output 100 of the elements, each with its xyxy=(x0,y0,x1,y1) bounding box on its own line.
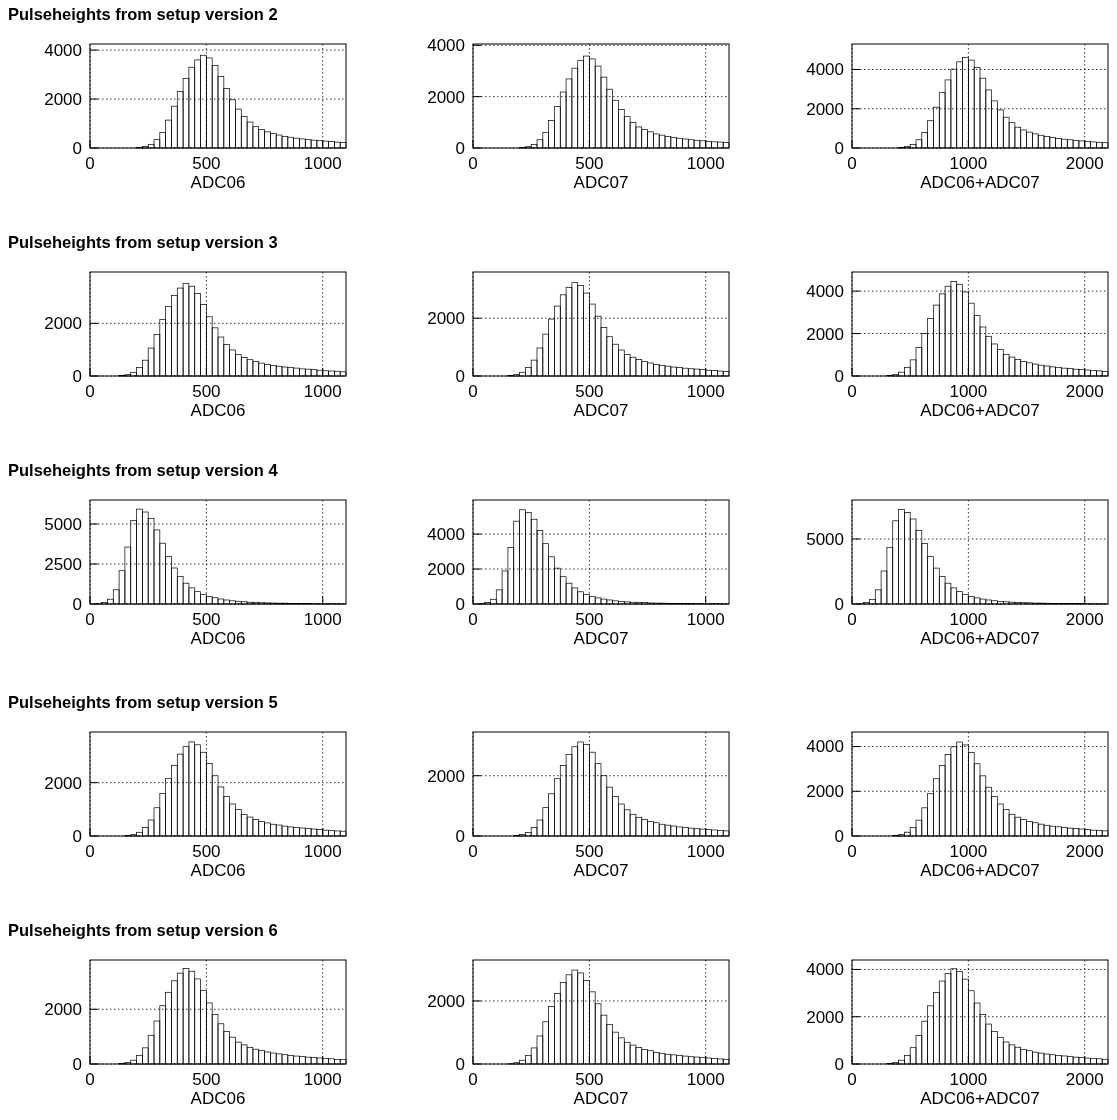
y-tick-label: 0 xyxy=(455,594,465,614)
y-tick-label: 4000 xyxy=(44,41,82,61)
x-tick-label: 1000 xyxy=(949,1070,988,1089)
y-tick-label: 5000 xyxy=(806,529,844,549)
y-tick-label: 2000 xyxy=(806,324,844,344)
y-tick-label: 2000 xyxy=(427,87,465,107)
y-tick-label: 2000 xyxy=(44,314,82,334)
x-tick-label: 1000 xyxy=(686,1070,725,1089)
y-tick-label: 0 xyxy=(455,366,465,386)
x-tick-label: 0 xyxy=(468,610,478,629)
x-axis-title: ADC06 xyxy=(190,861,246,880)
x-axis-title: ADC06+ADC07 xyxy=(920,1089,1040,1108)
y-tick-label: 0 xyxy=(72,826,82,846)
y-tick-label: 4000 xyxy=(427,525,465,545)
x-tick-label: 0 xyxy=(468,382,478,401)
x-tick-label: 500 xyxy=(192,842,221,861)
y-tick-label: 0 xyxy=(72,366,82,386)
x-tick-label: 2000 xyxy=(1065,610,1104,629)
y-tick-label: 0 xyxy=(455,1054,465,1074)
x-axis-title: ADC07 xyxy=(573,861,629,880)
x-tick-label: 1000 xyxy=(686,842,725,861)
x-tick-label: 2000 xyxy=(1065,842,1104,861)
x-tick-label: 500 xyxy=(192,1070,221,1089)
x-tick-label: 500 xyxy=(192,610,221,629)
y-tick-label: 0 xyxy=(834,1054,844,1074)
x-axis-title: ADC06+ADC07 xyxy=(920,861,1040,880)
x-tick-label: 0 xyxy=(847,382,857,401)
x-tick-label: 1000 xyxy=(303,154,342,173)
y-tick-label: 0 xyxy=(72,138,82,158)
x-tick-label: 0 xyxy=(847,1070,857,1089)
x-axis-title: ADC07 xyxy=(573,629,629,648)
x-tick-label: 1000 xyxy=(303,382,342,401)
y-tick-label: 4000 xyxy=(806,282,844,302)
chart-title: Pulseheights from setup version 4 xyxy=(8,461,279,479)
y-tick-label: 2000 xyxy=(806,1007,844,1027)
x-axis-title: ADC07 xyxy=(573,173,629,192)
x-tick-label: 0 xyxy=(85,610,95,629)
chart-title: Pulseheights from setup version 6 xyxy=(8,921,278,939)
y-tick-label: 0 xyxy=(834,366,844,386)
x-tick-label: 500 xyxy=(575,610,604,629)
x-tick-label: 1000 xyxy=(303,1070,342,1089)
x-tick-label: 500 xyxy=(575,1070,604,1089)
y-tick-label: 2000 xyxy=(806,99,844,119)
x-tick-label: 0 xyxy=(85,842,95,861)
x-tick-label: 500 xyxy=(575,154,604,173)
x-tick-label: 1000 xyxy=(949,382,988,401)
y-tick-label: 0 xyxy=(455,138,465,158)
y-tick-label: 2000 xyxy=(427,766,465,786)
x-axis-title: ADC06+ADC07 xyxy=(920,629,1040,648)
y-tick-label: 5000 xyxy=(44,514,82,534)
y-tick-label: 4000 xyxy=(806,60,844,80)
x-axis-title: ADC06 xyxy=(190,1089,246,1108)
x-tick-label: 0 xyxy=(85,154,95,173)
x-tick-label: 0 xyxy=(468,1070,478,1089)
x-tick-label: 1000 xyxy=(949,154,988,173)
x-tick-label: 1000 xyxy=(303,610,342,629)
x-axis-title: ADC06 xyxy=(190,173,246,192)
x-tick-label: 1000 xyxy=(303,842,342,861)
x-axis-title: ADC07 xyxy=(573,1089,629,1108)
x-tick-label: 2000 xyxy=(1065,1070,1104,1089)
x-axis-title: ADC07 xyxy=(573,401,629,420)
y-tick-label: 2000 xyxy=(44,773,82,793)
y-tick-label: 2500 xyxy=(44,554,82,574)
x-tick-label: 500 xyxy=(192,382,221,401)
x-tick-label: 500 xyxy=(192,154,221,173)
y-tick-label: 2000 xyxy=(427,991,465,1011)
x-tick-label: 2000 xyxy=(1065,154,1104,173)
x-tick-label: 0 xyxy=(468,154,478,173)
x-axis-title: ADC06+ADC07 xyxy=(920,173,1040,192)
x-axis-title: ADC06 xyxy=(190,629,246,648)
chart-title: Pulseheights from setup version 3 xyxy=(8,233,278,251)
x-tick-label: 0 xyxy=(468,842,478,861)
x-tick-label: 0 xyxy=(85,1070,95,1089)
y-tick-label: 0 xyxy=(72,1054,82,1074)
y-tick-label: 4000 xyxy=(427,36,465,56)
x-axis-title: ADC06+ADC07 xyxy=(920,401,1040,420)
x-tick-label: 2000 xyxy=(1065,382,1104,401)
y-tick-label: 0 xyxy=(72,594,82,614)
x-tick-label: 1000 xyxy=(686,610,725,629)
y-tick-label: 2000 xyxy=(44,1000,82,1020)
y-tick-label: 2000 xyxy=(427,309,465,329)
chart-title: Pulseheights from setup version 2 xyxy=(8,5,278,23)
x-axis-title: ADC06 xyxy=(190,401,246,420)
x-tick-label: 1000 xyxy=(949,610,988,629)
y-tick-label: 0 xyxy=(834,594,844,614)
y-tick-label: 4000 xyxy=(806,960,844,980)
y-tick-label: 0 xyxy=(455,826,465,846)
chart-title: Pulseheights from setup version 5 xyxy=(8,693,278,711)
x-tick-label: 1000 xyxy=(686,382,725,401)
x-tick-label: 1000 xyxy=(686,154,725,173)
x-tick-label: 1000 xyxy=(949,842,988,861)
y-tick-label: 4000 xyxy=(806,737,844,757)
y-tick-label: 2000 xyxy=(44,90,82,110)
x-tick-label: 0 xyxy=(847,842,857,861)
y-tick-label: 0 xyxy=(834,138,844,158)
y-tick-label: 2000 xyxy=(427,559,465,579)
x-tick-label: 500 xyxy=(575,842,604,861)
x-tick-label: 500 xyxy=(575,382,604,401)
y-tick-label: 2000 xyxy=(806,782,844,802)
x-tick-label: 0 xyxy=(85,382,95,401)
